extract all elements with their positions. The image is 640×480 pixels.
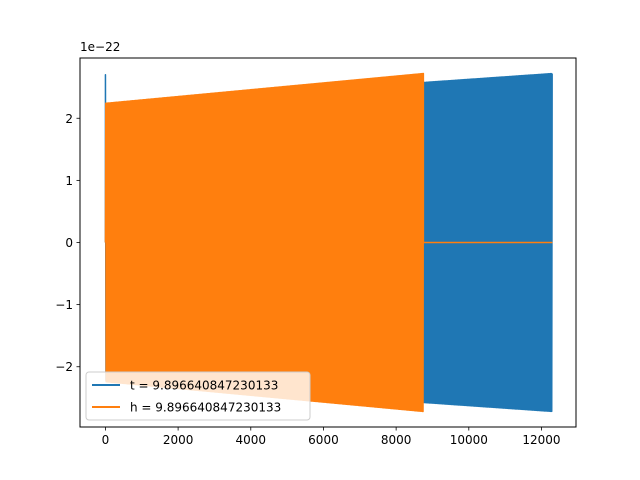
x-tick-label: 4000 (236, 433, 267, 447)
legend-label-t: t = 9.896640847230133 (130, 379, 278, 393)
y-tick-label: −1 (55, 298, 73, 312)
series-layer (104, 72, 553, 413)
y-axis: −2 −1 0 1 2 (55, 112, 80, 374)
legend-label-h: h = 9.896640847230133 (130, 401, 281, 415)
x-axis: 0 2000 4000 6000 8000 10000 12000 (102, 427, 561, 447)
x-tick-label: 6000 (308, 433, 339, 447)
x-tick-label: 0 (102, 433, 110, 447)
y-scale-label: 1e−22 (80, 40, 120, 54)
legend-frame (85, 371, 311, 421)
legend: t = 9.896640847230133 h = 9.896640847230… (85, 371, 311, 421)
x-tick-label: 8000 (381, 433, 412, 447)
x-tick-label: 2000 (163, 433, 194, 447)
series-line-h (104, 72, 553, 413)
x-tick-label: 12000 (522, 433, 560, 447)
x-tick-label: 10000 (450, 433, 488, 447)
y-tick-label: −2 (55, 360, 73, 374)
y-tick-label: 1 (65, 174, 73, 188)
y-tick-label: 2 (65, 112, 73, 126)
y-tick-label: 0 (65, 236, 73, 250)
